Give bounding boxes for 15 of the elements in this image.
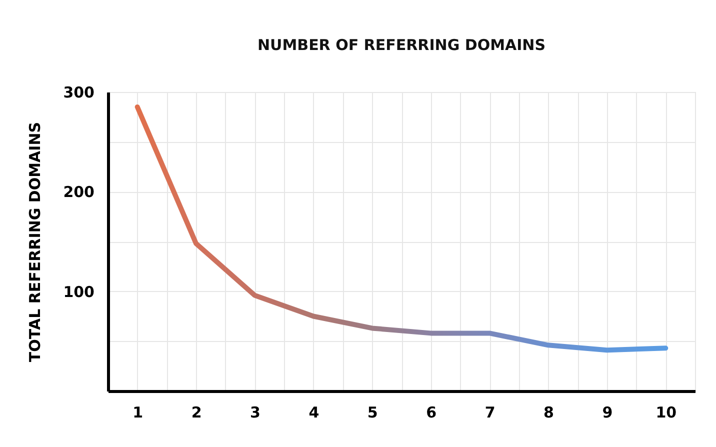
- y-tick-label: 200: [63, 183, 94, 202]
- y-tick-label: 300: [63, 84, 94, 102]
- x-tick-label: 10: [656, 404, 677, 422]
- x-tick-label: 7: [484, 404, 496, 422]
- y-tick-label: 100: [63, 282, 94, 301]
- y-axis-title: TOTAL REFERRING DOMAINS: [26, 122, 44, 362]
- x-tick-label: 2: [191, 404, 202, 422]
- x-tick-label: 3: [250, 404, 260, 422]
- x-tick-label: 9: [602, 404, 613, 422]
- x-tick-label: 4: [308, 404, 320, 422]
- x-tick-label: 1: [132, 404, 144, 422]
- x-tick-label: 8: [544, 404, 554, 422]
- x-tick-label: 6: [426, 404, 437, 422]
- chart-title: NUMBER OF REFERRING DOMAINS: [257, 36, 546, 54]
- x-tick-label: 5: [367, 404, 378, 422]
